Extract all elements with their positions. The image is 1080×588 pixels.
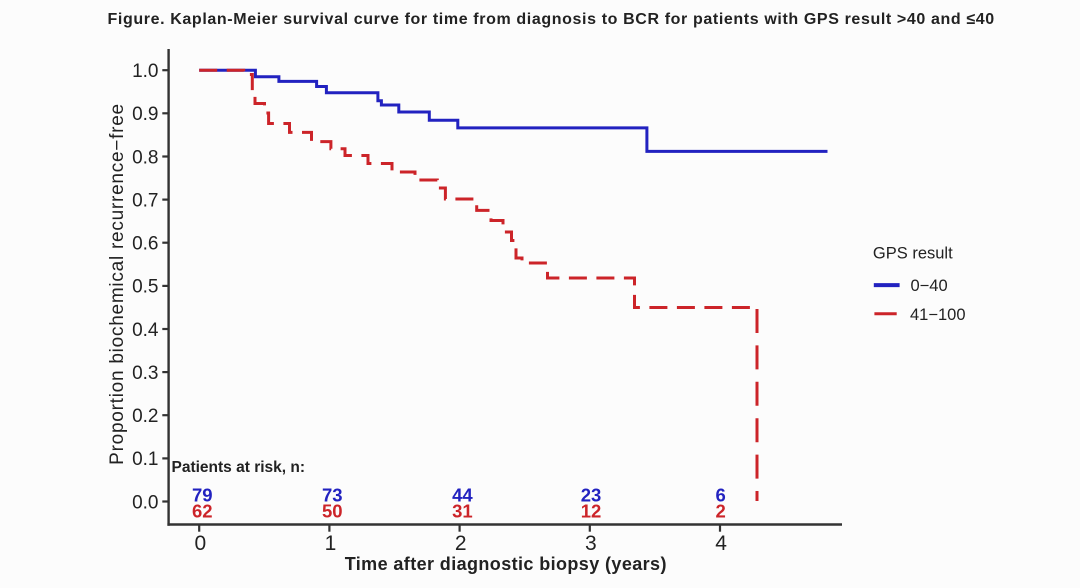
svg-text:0.0: 0.0 — [132, 492, 158, 513]
svg-text:50: 50 — [322, 501, 343, 522]
svg-text:Figure. Kaplan-Meier survival: Figure. Kaplan-Meier survival curve for … — [108, 11, 995, 28]
svg-text:Proportion biochemical recurre: Proportion biochemical recurrence−free — [107, 103, 128, 465]
svg-text:2: 2 — [455, 532, 467, 555]
svg-text:0.8: 0.8 — [132, 147, 158, 168]
svg-text:Patients at risk, n:: Patients at risk, n: — [172, 459, 306, 476]
svg-text:44: 44 — [452, 485, 473, 506]
svg-text:73: 73 — [322, 485, 343, 506]
svg-text:0.3: 0.3 — [132, 363, 158, 384]
svg-text:2: 2 — [716, 501, 726, 522]
svg-text:41−100: 41−100 — [910, 306, 966, 324]
svg-text:4: 4 — [715, 532, 727, 555]
svg-text:0: 0 — [194, 532, 206, 555]
svg-text:Time after diagnostic biopsy (: Time after diagnostic biopsy (years) — [345, 554, 667, 574]
svg-text:62: 62 — [192, 501, 213, 522]
svg-text:0.2: 0.2 — [132, 406, 158, 427]
svg-text:0.7: 0.7 — [132, 190, 158, 211]
svg-text:0.5: 0.5 — [132, 277, 158, 298]
svg-text:0.6: 0.6 — [132, 234, 158, 255]
svg-text:79: 79 — [192, 485, 213, 506]
svg-text:0.4: 0.4 — [132, 320, 159, 341]
svg-text:23: 23 — [581, 485, 602, 506]
svg-text:6: 6 — [716, 485, 726, 506]
svg-text:1.0: 1.0 — [132, 61, 158, 82]
svg-text:0−40: 0−40 — [911, 277, 948, 295]
svg-text:31: 31 — [452, 501, 473, 522]
svg-text:3: 3 — [585, 532, 597, 555]
svg-text:12: 12 — [581, 501, 602, 522]
svg-text:0.1: 0.1 — [132, 449, 158, 470]
svg-text:1: 1 — [325, 532, 337, 555]
svg-text:GPS result: GPS result — [873, 245, 953, 263]
svg-text:0.9: 0.9 — [132, 104, 158, 125]
